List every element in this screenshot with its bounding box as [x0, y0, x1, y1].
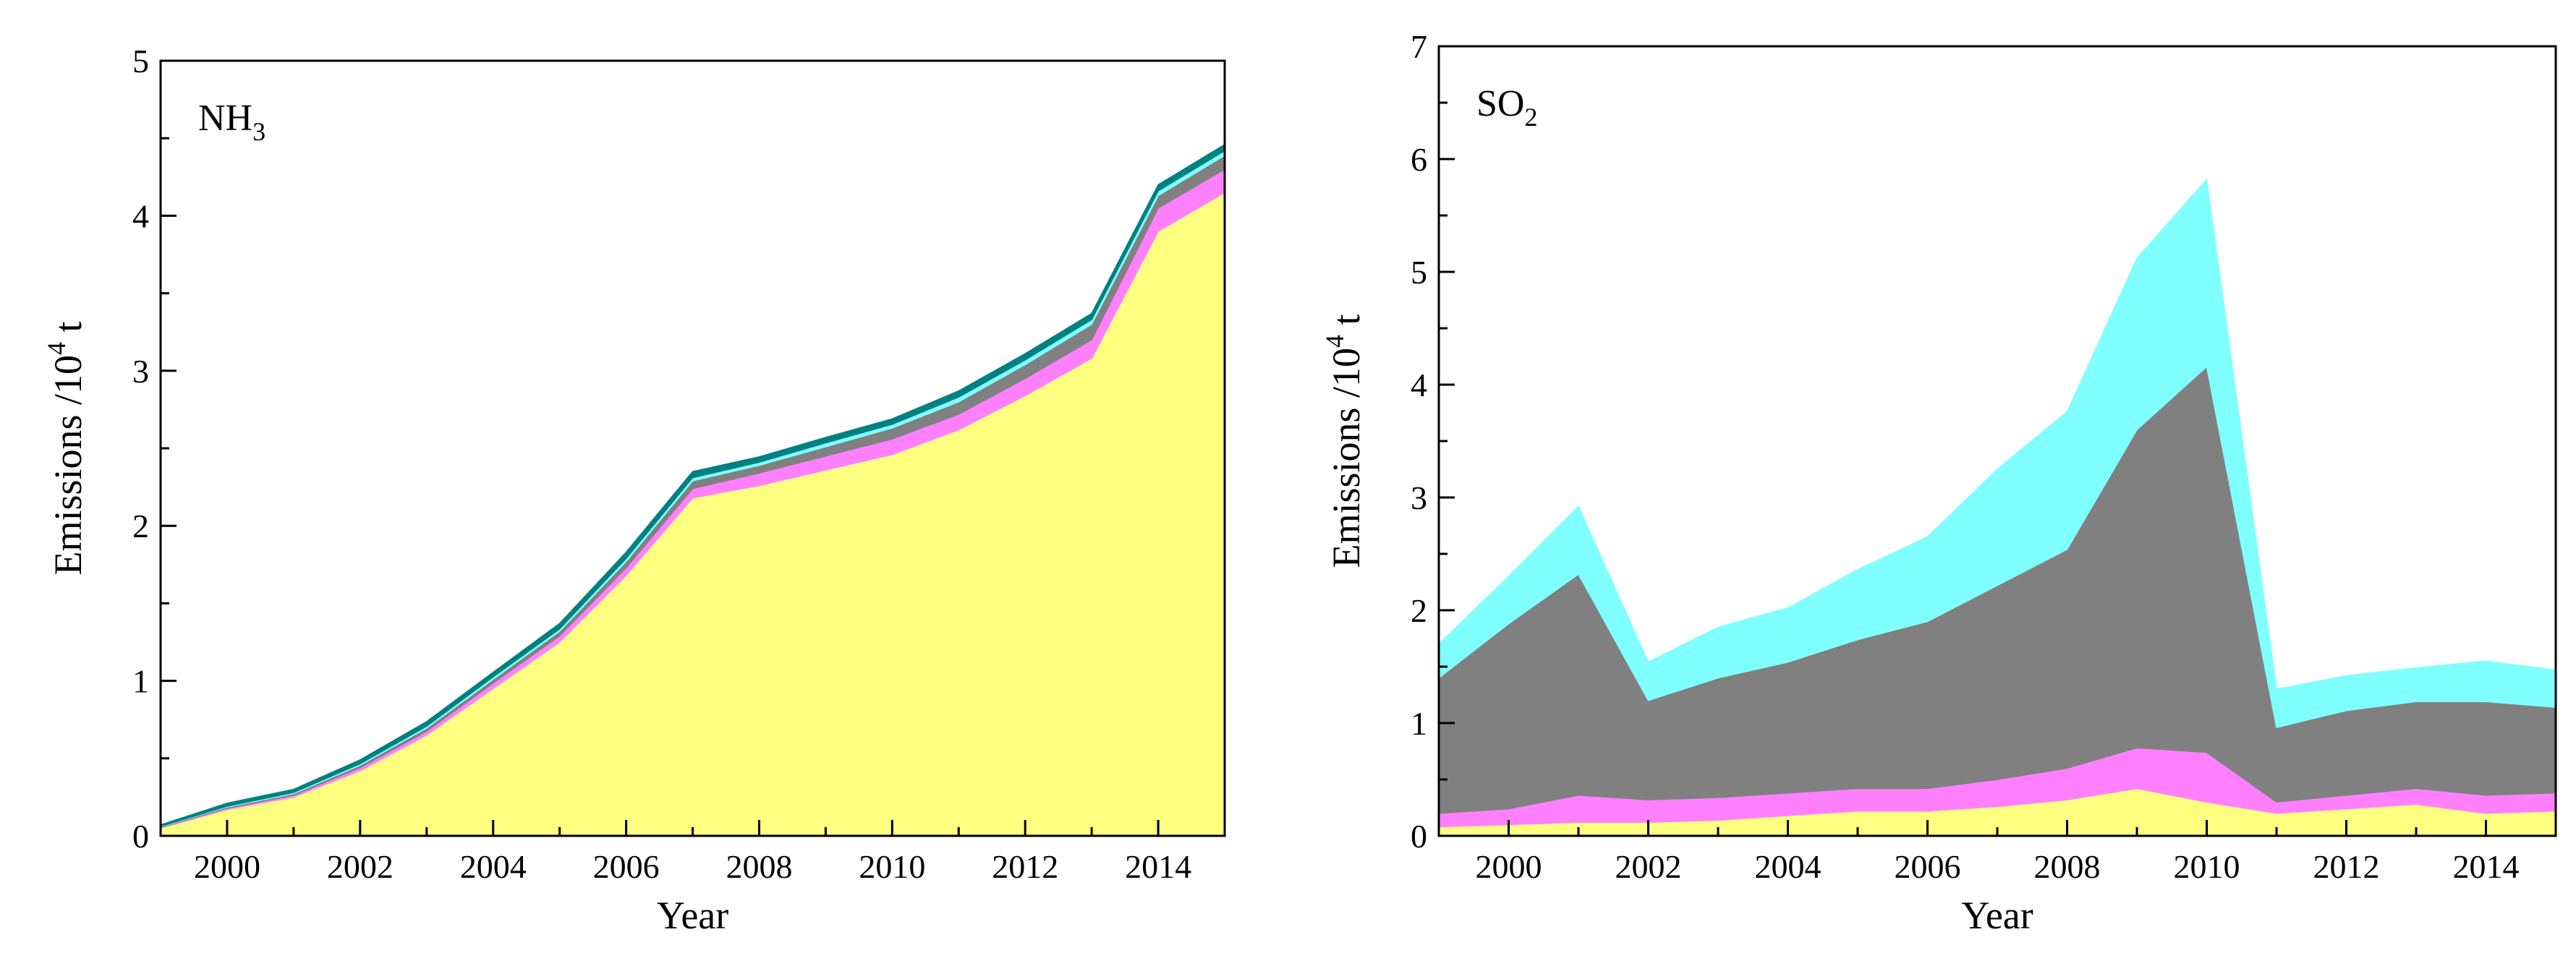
nh3-x-tick-label: 2014 [1125, 848, 1191, 885]
panel-label-main: SO [1476, 83, 1524, 124]
nh3-x-axis-title: Year [657, 894, 729, 937]
nh3-x-tick-label: 2002 [327, 848, 394, 885]
so2-x-tick-label: 2002 [1615, 848, 1682, 885]
so2-y-tick-label: 5 [1411, 254, 1427, 291]
nh3-y-tick-label: 1 [132, 663, 149, 700]
y-title-superscript: 4 [42, 342, 71, 355]
so2-x-tick-label: 2012 [2313, 848, 2380, 885]
panel-label-subscript: 2 [1524, 103, 1537, 132]
panel-label-subscript: 3 [252, 117, 265, 146]
nh3-y-axis-title: Emissions /104 t [42, 321, 90, 575]
nh3-panel-label: NH3 [198, 98, 265, 146]
so2-x-axis-title: Year [1961, 894, 2033, 937]
so2-y-tick-label: 2 [1411, 592, 1427, 629]
so2-x-tick-label: 2004 [1755, 848, 1822, 885]
nh3-x-tick-label: 2006 [593, 848, 660, 885]
so2-y-tick-label: 6 [1411, 141, 1427, 178]
nh3-y-tick-label: 2 [132, 508, 149, 544]
nh3-x-tick-label: 2010 [859, 848, 925, 885]
nh3-x-tick-label: 2012 [992, 848, 1058, 885]
y-title-superscript: 4 [1320, 335, 1349, 348]
so2-x-tick-label: 2008 [2034, 848, 2101, 885]
so2-y-tick-label: 3 [1411, 479, 1427, 516]
y-title-unit: t [46, 321, 90, 342]
nh3-y-tick-label: 3 [132, 353, 149, 390]
so2-y-tick-label: 7 [1411, 28, 1427, 65]
nh3-x-tick-label: 2000 [194, 848, 260, 885]
so2-x-tick-label: 2000 [1476, 848, 1542, 885]
so2-x-tick-label: 2014 [2453, 848, 2520, 885]
nh3-x-tick-label: 2008 [726, 848, 792, 885]
nh3-chart-panel: 0 1 2 3 4 5 2000 2002 2004 2006 2008 2010 2012 2014 Ye… [42, 43, 1226, 937]
nh3-x-tick-label: 2004 [460, 848, 527, 885]
so2-x-tick-label: 2006 [1895, 848, 1961, 885]
nh3-area-yellow [160, 191, 1225, 837]
y-title-main: Emissions /10 [1325, 348, 1368, 568]
so2-y-axis-title: Emissions /104 t [1320, 314, 1368, 568]
panel-label-main: NH [198, 98, 252, 139]
nh3-y-tick-label: 4 [132, 197, 149, 234]
so2-y-tick-label: 0 [1411, 818, 1427, 855]
y-title-main: Emissions /10 [46, 355, 90, 576]
so2-x-tick-label: 2010 [2174, 848, 2240, 885]
nh3-y-tick-label: 5 [132, 43, 149, 80]
so2-y-tick-label: 4 [1411, 367, 1427, 403]
so2-y-tick-label: 1 [1411, 705, 1427, 742]
so2-panel-label: SO2 [1476, 83, 1537, 132]
y-title-unit: t [1325, 314, 1368, 335]
nh3-y-tick-label: 0 [132, 818, 149, 855]
so2-chart-panel: 0 1 2 3 4 5 6 7 2000 2002 2004 2006 2008 2010 2012 2014… [1320, 28, 2557, 937]
